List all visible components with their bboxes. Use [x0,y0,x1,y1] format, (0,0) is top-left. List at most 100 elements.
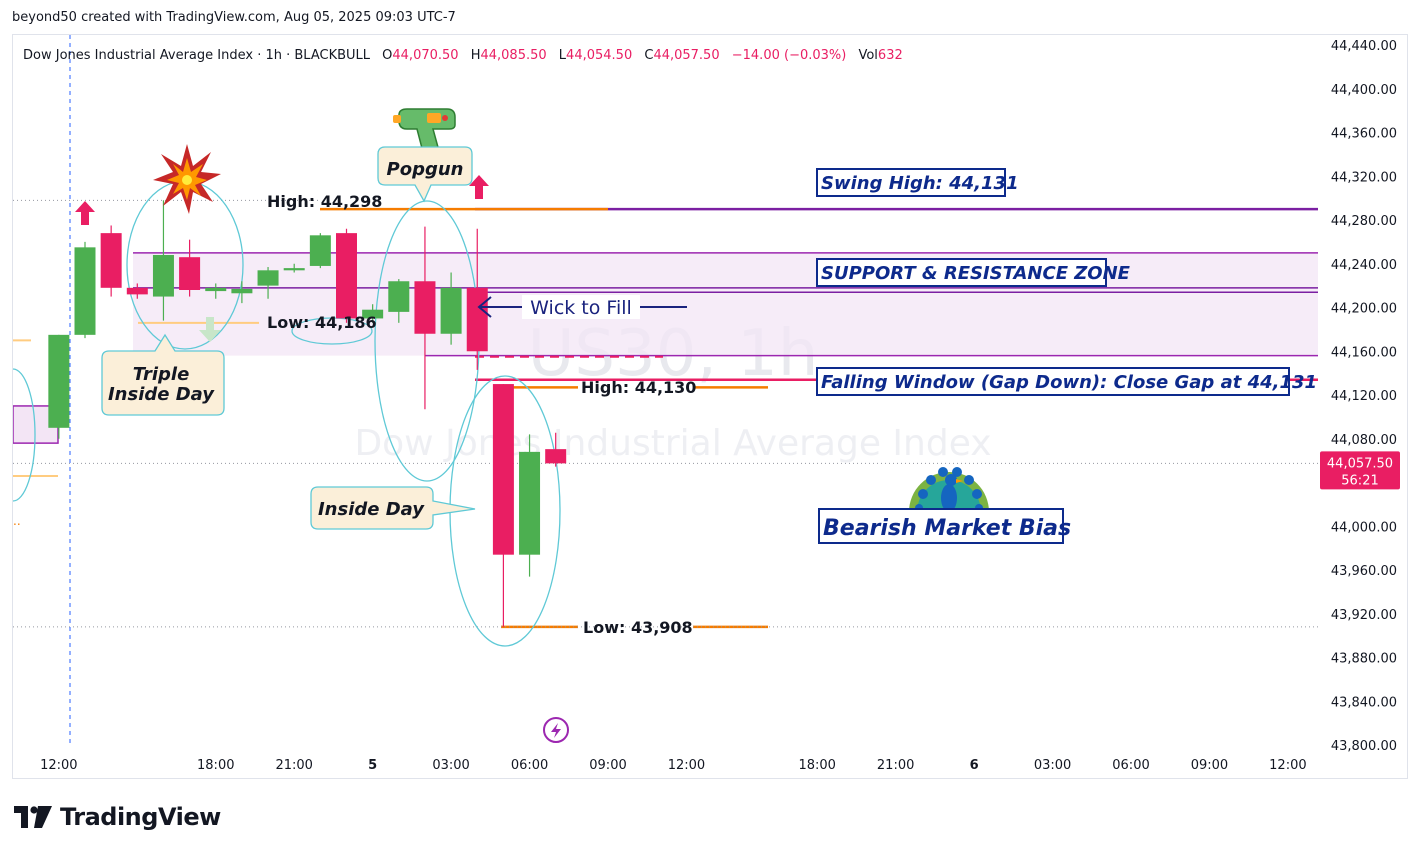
time-tick-label: 5 [368,758,377,773]
candles-group [48,200,567,627]
triple-label-line1: Triple [133,364,190,385]
price-tick-label: 44,080.00 [1331,433,1397,448]
candle-body [152,255,174,297]
candle-body [466,287,488,352]
left-ellipse [13,368,36,502]
candle-body [205,287,227,292]
time-tick-label: 03:00 [432,758,469,773]
candle-body [362,309,384,319]
tradingview-logo-icon [14,806,52,828]
falling-window-box [816,367,1290,396]
legend-high: 44,085.50 [480,48,546,63]
bearish-bias-box [818,508,1064,544]
time-tick-label: 12:00 [668,758,705,773]
price-tick-label: 44,360.00 [1331,127,1397,142]
candle-body [126,287,148,295]
wick-to-fill-label: Wick to Fill [530,297,632,319]
up-arrow-icon [75,201,95,225]
candle-body [283,268,305,271]
wick-arrow-head [477,296,492,318]
explosion-icon [153,144,221,214]
left-ellipsis-marker: .. [13,514,21,528]
candle-body [179,257,201,290]
candle-body [519,451,541,555]
up-arrow-icon-2 [469,175,489,199]
ohlc-legend: Dow Jones Industrial Average Index · 1h … [23,48,903,63]
price-tick-label: 43,800.00 [1331,739,1397,754]
tradingview-wordmark: TradingView [60,803,221,831]
triple-label-line2: Inside Day [108,384,215,405]
inside-day-label: Inside Day [318,499,425,520]
candle-body [231,288,253,294]
legend-close: 44,057.50 [653,48,719,63]
price-tick-label: 44,200.00 [1331,302,1397,317]
time-tick-label: 21:00 [877,758,914,773]
sr-zone-label: SUPPORT & RESISTANCE ZONE [821,263,1131,284]
legend-symbol: Dow Jones Industrial Average Index · 1h … [23,48,371,63]
time-tick-label: 03:00 [1034,758,1071,773]
price-tick-label: 43,920.00 [1331,608,1397,623]
time-tick-label: 06:00 [1112,758,1149,773]
high-44130-label: High: 44,130 [581,378,696,397]
time-tick-label: 6 [970,758,979,773]
time-tick-label: 18:00 [197,758,234,773]
time-axis[interactable]: 12:00 18:00 21:00 5 03:00 06:00 09:00 12:00 18:0… [40,758,1307,773]
candle-body [414,281,436,334]
time-tick-label: 09:00 [1191,758,1228,773]
legend-vol-label: Vol [858,48,877,63]
candle-body [257,270,279,286]
inside-day-callout [310,486,476,530]
down-arrow-icon [199,317,221,342]
bearish-bias-label: Bearish Market Bias [823,516,1071,541]
swing-high-box [816,168,1006,197]
legend-c-label: C [644,48,653,63]
price-tick-label: 44,120.00 [1331,389,1397,404]
triple-inside-day-callout [101,333,225,416]
low-ellipse [291,317,373,345]
price-axis[interactable]: 44,440.00 44,400.00 44,360.00 44,320.00 44,2… [1331,39,1397,754]
high-44298-label: High: 44,298 [267,192,382,211]
price-tick-label: 44,160.00 [1331,345,1397,360]
last-price-badge: 44,057.50 56:21 [1320,451,1400,490]
price-tick-label: 44,320.00 [1331,170,1397,185]
price-tick-label: 44,280.00 [1331,214,1397,229]
popgun-callout [377,146,473,203]
time-tick-label: 12:00 [1269,758,1306,773]
legend-open: 44,070.50 [392,48,458,63]
candle-countdown: 56:21 [1341,473,1378,488]
price-tick-label: 43,960.00 [1331,564,1397,579]
candle-body [388,281,410,312]
price-tick-label: 43,880.00 [1331,652,1397,667]
legend-o-label: O [382,48,392,63]
wick-label-bg [522,295,640,319]
falling-window-label: Falling Window (Gap Down): Close Gap at … [821,372,1317,393]
candle-body [492,384,514,555]
price-tick-label: 44,400.00 [1331,83,1397,98]
tradingview-logo[interactable]: TradingView [14,803,221,831]
peacock-icon [909,467,989,519]
legend-low: 44,054.50 [566,48,632,63]
time-tick-label: 09:00 [589,758,626,773]
popgun-label: Popgun [387,159,464,180]
price-tick-label: 44,000.00 [1331,520,1397,535]
watermark-name: Dow Jones Industrial Average Index [354,423,991,464]
candle-body [440,287,462,334]
time-tick-label: 18:00 [798,758,835,773]
candle-body [48,334,70,428]
candle-body [336,233,357,319]
price-tick-label: 43,840.00 [1331,695,1397,710]
candle-body [74,247,96,335]
candle-body [100,233,122,288]
last-price-value: 44,057.50 [1327,456,1393,471]
low-44186-label: Low: 44,186 [267,313,377,332]
candle-body [545,449,567,464]
legend-h-label: H [471,48,481,63]
candlestick-chart[interactable]: US30, 1h Dow Jones Industrial Average In… [13,35,1409,780]
low-43908-label: Low: 43,908 [583,618,693,637]
chart-frame[interactable]: US30, 1h Dow Jones Industrial Average In… [12,34,1408,779]
lightning-icon[interactable] [543,717,569,743]
sr-zone-box [816,258,1107,287]
chart-author-caption: beyond50 created with TradingView.com, A… [12,10,456,25]
price-tick-label: 44,440.00 [1331,39,1397,54]
support-resistance-zone [133,252,1318,356]
